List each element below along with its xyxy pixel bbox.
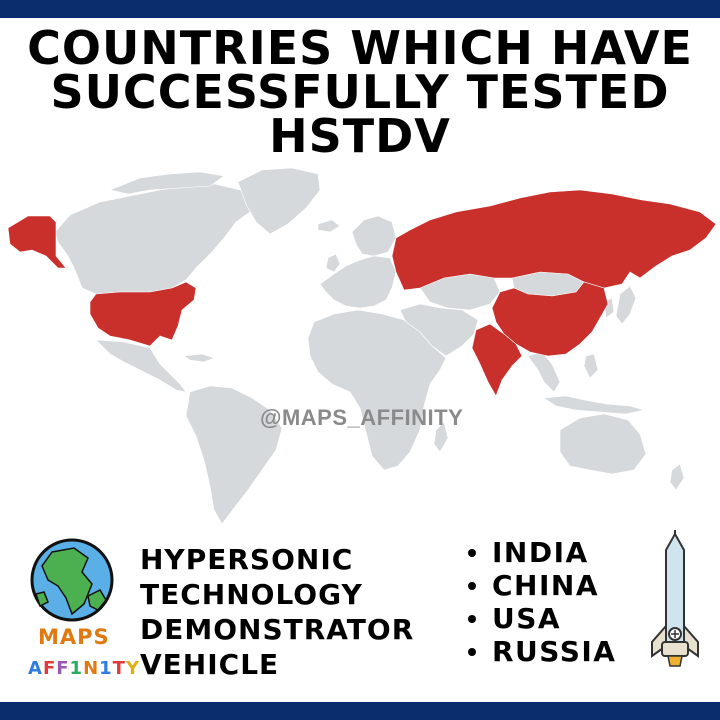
country-name: RUSSIA: [492, 635, 617, 668]
country-usa-alaska: [7, 215, 67, 269]
land-arctic-islands: [108, 171, 225, 195]
country-russia: [391, 189, 717, 291]
country-india: [471, 323, 523, 397]
bullet-icon: [468, 614, 476, 623]
top-banner-bar: [0, 0, 720, 18]
list-item: CHINA: [468, 569, 616, 602]
description-line-3: DEMONSTRATOR: [140, 613, 415, 646]
bullet-icon: [468, 548, 476, 557]
land-europe: [319, 255, 397, 309]
description-line-1: HYPERSONIC: [140, 543, 354, 576]
world-map: [7, 167, 717, 525]
land-new-zealand: [669, 463, 685, 491]
logo-letter: 1: [99, 658, 113, 679]
country-name: INDIA: [492, 536, 589, 569]
logo-letter: T: [112, 658, 126, 679]
logo-letter: Y: [125, 658, 140, 679]
land-canada: [54, 183, 259, 295]
list-item: RUSSIA: [468, 635, 616, 668]
description-line-4: VEHICLE: [140, 648, 280, 681]
list-item: USA: [468, 602, 616, 635]
land-mexico: [95, 339, 187, 393]
maps-affinity-logo-globe: [30, 538, 114, 622]
rocket-icon: [651, 530, 699, 667]
watermark-text: @MAPS_AFFINITY: [260, 405, 464, 430]
title-line-2: SUCCESSFULLY TESTED: [50, 65, 670, 119]
land-indonesia: [543, 395, 645, 415]
logo-letter: F: [42, 658, 57, 679]
land-middle-east: [399, 303, 479, 357]
land-scandinavia: [351, 215, 397, 257]
logo-text-affinity: AFF1N1TY: [28, 658, 140, 679]
land-australia: [559, 413, 647, 475]
title-line-3: HSTDV: [269, 109, 451, 163]
logo-letter: N: [83, 658, 100, 679]
title-line-1: COUNTRIES WHICH HAVE: [27, 21, 693, 75]
bottom-banner-bar: [0, 702, 720, 720]
land-philippines: [583, 353, 599, 379]
land-caribbean: [183, 353, 215, 363]
logo-letter: A: [28, 658, 43, 679]
land-japan: [615, 285, 637, 325]
bullet-icon: [468, 647, 476, 656]
bullet-icon: [468, 581, 476, 590]
land-south-america: [185, 385, 283, 525]
country-list: INDIA CHINA USA RUSSIA: [468, 536, 616, 668]
land-africa: [307, 309, 447, 471]
map-title: COUNTRIES WHICH HAVE SUCCESSFULLY TESTED…: [0, 21, 720, 163]
land-southeast-asia: [527, 351, 561, 393]
description-line-2: TECHNOLOGY: [140, 578, 363, 611]
country-name: USA: [492, 602, 562, 635]
country-usa: [89, 281, 197, 347]
land-iceland: [317, 219, 341, 233]
list-item: INDIA: [468, 536, 616, 569]
hstdv-description: HYPERSONIC TECHNOLOGY DEMONSTRATOR VEHIC…: [140, 542, 414, 682]
logo-letter: 1: [69, 658, 84, 679]
land-greenland: [237, 167, 321, 235]
logo-letter: F: [56, 658, 70, 679]
logo-text-maps: MAPS: [38, 625, 110, 649]
country-name: CHINA: [492, 569, 600, 602]
land-madagascar: [433, 421, 449, 453]
land-uk: [325, 253, 341, 273]
